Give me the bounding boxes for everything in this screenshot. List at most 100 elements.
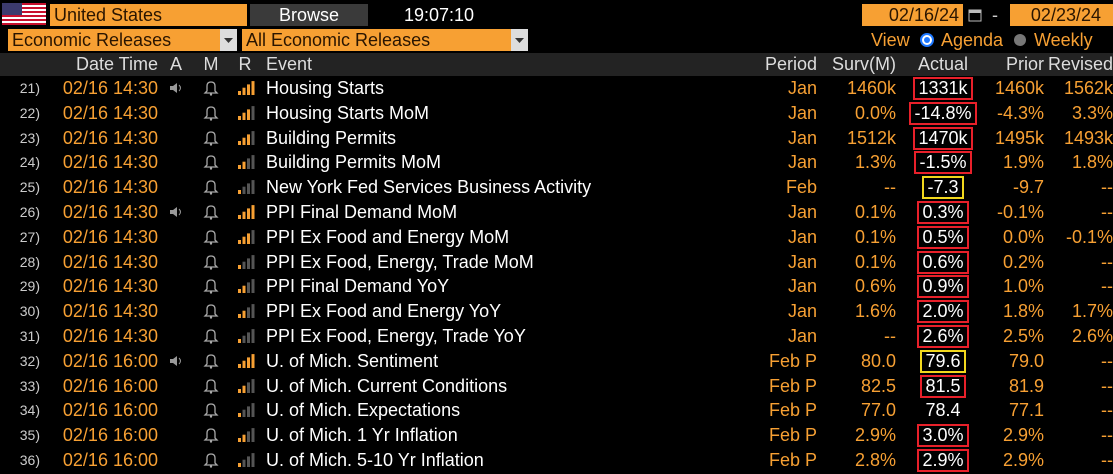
actual: 0.9% <box>900 275 986 299</box>
date-to[interactable]: 02/23/24 <box>1010 4 1113 26</box>
flag <box>2 3 46 25</box>
survey: -- <box>884 177 896 198</box>
relevance-bar <box>238 215 241 219</box>
revised: 1.8% <box>1071 152 1113 173</box>
survey: 1512k <box>846 127 896 148</box>
prior: 2.9% <box>1002 450 1044 470</box>
actual: 2.6% <box>900 325 986 348</box>
datetime: 02/16 14:30 <box>62 127 158 148</box>
prior: 79.0 <box>1008 350 1044 371</box>
relevance <box>238 353 255 368</box>
relevance-bar <box>247 233 250 244</box>
relevance-bar <box>251 304 255 319</box>
actual-value: 0.3% <box>917 201 969 224</box>
actual: 1331k <box>900 77 986 100</box>
datetime: 02/16 14:30 <box>62 177 158 198</box>
survey: 0.1% <box>854 226 896 247</box>
row-number: 22) <box>19 104 40 121</box>
relevance-bar <box>251 378 255 393</box>
relevance <box>238 428 255 443</box>
survey: 1.6% <box>854 301 896 322</box>
actual: 1470k <box>900 126 986 150</box>
browse-button[interactable]: Browse <box>250 4 368 26</box>
radio-selected[interactable] <box>920 33 934 47</box>
relevance-bar <box>242 261 246 269</box>
relevance-bar <box>251 453 255 467</box>
row-number: 25) <box>19 179 40 196</box>
revised: -- <box>1101 400 1113 421</box>
alert-bell <box>203 130 219 146</box>
alert-bell <box>203 205 219 220</box>
period: Jan <box>787 301 817 322</box>
subcategory-dropdown[interactable]: All Economic Releases <box>242 29 528 51</box>
period: Jan <box>787 127 817 148</box>
actual: 0.6% <box>900 250 986 274</box>
event: U. of Mich. 5-10 Yr Inflation <box>266 450 484 470</box>
column-header: Surv(M) <box>832 54 896 74</box>
survey: 77.0 <box>860 400 896 421</box>
actual-value: 0.6% <box>917 250 969 274</box>
relevance-bar <box>247 133 250 145</box>
view-option[interactable]: Agenda <box>941 30 1004 50</box>
prior: 1460k <box>994 78 1044 98</box>
relevance <box>238 329 255 343</box>
category-dropdown[interactable]: Economic Releases <box>8 29 237 51</box>
prior: 77.1 <box>1008 400 1044 421</box>
actual-value: -1.5% <box>914 151 972 175</box>
alert-bell <box>203 106 219 121</box>
revised: -- <box>1101 375 1113 396</box>
relevance-bar <box>242 186 246 195</box>
dropdown-arrow[interactable] <box>220 29 237 51</box>
period: Jan <box>787 276 817 297</box>
relevance <box>238 254 255 269</box>
relevance-bar <box>242 87 246 95</box>
column-header: Period <box>764 54 817 74</box>
audio-icon <box>170 83 181 93</box>
country-field[interactable]: United States <box>50 4 247 26</box>
datetime: 02/16 14:30 <box>62 102 158 123</box>
column-header: Actual <box>917 54 969 74</box>
relevance-bar <box>251 353 255 368</box>
column-header: A <box>169 54 182 74</box>
view-option[interactable]: Weekly <box>1034 30 1093 50</box>
audio-icon <box>170 355 181 366</box>
calendar-icon[interactable] <box>968 8 982 22</box>
actual-value: 81.5 <box>920 374 966 398</box>
datetime: 02/16 16:00 <box>62 375 158 396</box>
view-label: View <box>871 30 910 50</box>
relevance <box>238 229 255 244</box>
relevance <box>238 279 255 294</box>
period: Jan <box>787 226 817 247</box>
dropdown-arrow[interactable] <box>511 29 528 51</box>
relevance-bar <box>247 307 250 319</box>
row-number: 28) <box>19 253 40 270</box>
period: Feb <box>785 177 817 198</box>
datetime: 02/16 14:30 <box>62 78 158 98</box>
browse-label: Browse <box>278 5 340 25</box>
row-number: 32) <box>19 352 40 369</box>
date-from[interactable]: 02/16/24 <box>862 4 963 26</box>
row-number: 24) <box>19 154 40 171</box>
header-row <box>0 53 1113 76</box>
relevance-bar <box>251 329 255 343</box>
relevance-bar <box>251 105 255 120</box>
actual: 78.4 <box>925 400 961 421</box>
alert-bell <box>203 378 219 394</box>
radio[interactable] <box>1013 33 1027 47</box>
relevance <box>238 205 255 219</box>
datetime: 02/16 14:30 <box>62 326 158 346</box>
column-header: Date Time <box>75 54 158 74</box>
revised: 1562k <box>1063 78 1113 98</box>
relevance-bar <box>242 335 246 343</box>
alert-bell <box>203 403 219 419</box>
alert-bell <box>203 329 219 344</box>
alert-bell <box>203 428 219 443</box>
period: Jan <box>787 78 817 98</box>
clock: 19:07:10 <box>404 5 475 25</box>
period: Feb P <box>768 425 817 446</box>
row-number: 36) <box>19 452 40 468</box>
relevance <box>238 453 255 467</box>
column-header: M <box>203 54 219 74</box>
survey: 0.1% <box>854 202 896 222</box>
